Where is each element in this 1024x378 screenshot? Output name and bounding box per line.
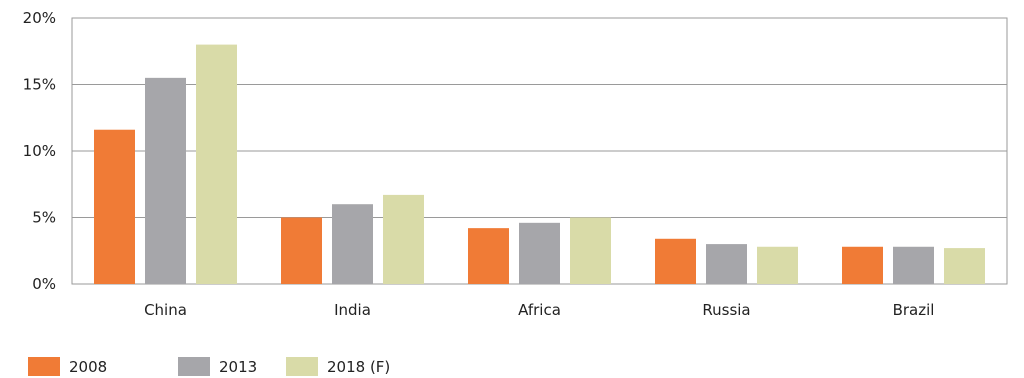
y-tick-label: 15% [23, 76, 56, 94]
x-category-label: Brazil [893, 301, 935, 319]
bar-russia-2018-f [757, 246, 798, 284]
bar-india-2008 [281, 217, 322, 284]
y-tick-label: 20% [23, 9, 56, 27]
bar-russia-2013 [706, 244, 747, 284]
legend-swatch [178, 357, 210, 376]
bar-brazil-2018-f [944, 248, 985, 284]
y-axis-ticks: 0% 5% 10% 15% 20% [23, 9, 56, 293]
bar-brazil-2008 [842, 246, 883, 284]
legend: 2008 2013 2018 (F) [28, 357, 390, 376]
bar-africa-2013 [519, 222, 560, 284]
bar-russia-2008 [655, 238, 696, 284]
x-category-label: China [144, 301, 187, 319]
x-category-label: India [334, 301, 371, 319]
bar-brazil-2013 [893, 246, 934, 284]
bar-china-2018-f [196, 44, 237, 284]
y-tick-label: 5% [32, 209, 56, 227]
bar-africa-2018-f [570, 217, 611, 284]
bars [94, 44, 985, 284]
bar-china-2008 [94, 129, 135, 284]
bar-india-2013 [332, 204, 373, 284]
legend-swatch [286, 357, 318, 376]
bar-india-2018-f [383, 194, 424, 284]
legend-label: 2018 (F) [327, 358, 390, 376]
bar-china-2013 [145, 77, 186, 284]
legend-label: 2008 [69, 358, 107, 376]
y-tick-label: 10% [23, 142, 56, 160]
x-axis-categories: China India Africa Russia Brazil [144, 301, 934, 319]
x-category-label: Russia [702, 301, 750, 319]
y-tick-label: 0% [32, 275, 56, 293]
legend-label: 2013 [219, 358, 257, 376]
x-category-label: Africa [518, 301, 561, 319]
legend-swatch [28, 357, 60, 376]
bar-africa-2008 [468, 228, 509, 284]
